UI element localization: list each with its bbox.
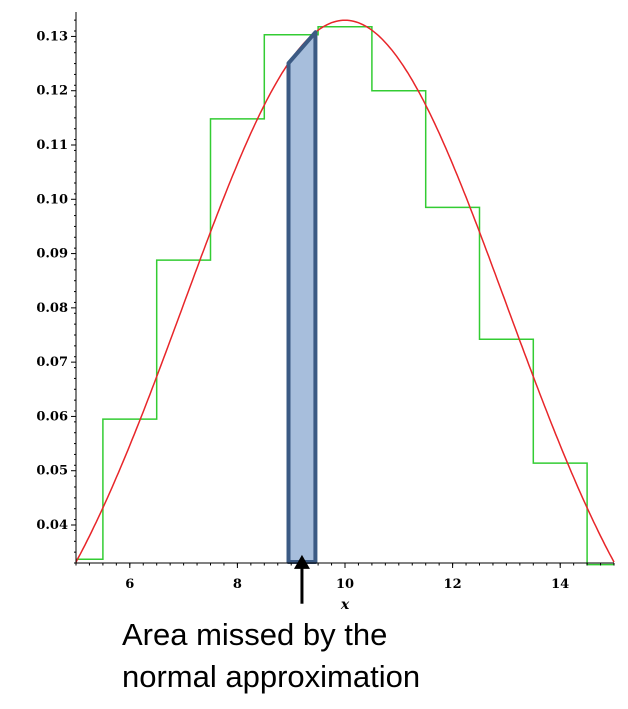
axes: 0.04 0.05 0.06 0.07 0.08 0.09 0.10 0.11 0.12 0.13… xyxy=(36,12,615,604)
y-tick-label: 0.04 xyxy=(36,518,68,533)
y-tick-label: 0.08 xyxy=(36,301,68,316)
x-tick-label: 10 xyxy=(336,577,354,592)
annotation-arrow-head xyxy=(293,554,310,569)
y-tick-label: 0.13 xyxy=(36,29,68,44)
x-axis-label: x xyxy=(340,597,350,613)
x-tick-label: 6 xyxy=(125,577,134,592)
x-tick-label: 12 xyxy=(444,577,462,592)
normal-curve-line xyxy=(75,19,615,563)
plot-area xyxy=(75,19,615,566)
annotation-text: Area missed by the normal approximation xyxy=(122,614,622,698)
annotation-line-2: normal approximation xyxy=(122,659,421,694)
annotation-line-1: Area missed by the xyxy=(122,617,388,652)
y-tick-label: 0.12 xyxy=(36,84,68,99)
y-tick-label: 0.05 xyxy=(36,464,68,479)
y-tick-label: 0.10 xyxy=(36,192,68,207)
y-tick-label: 0.06 xyxy=(36,409,68,424)
y-tick-label: 0.09 xyxy=(36,247,68,262)
y-tick-label: 0.11 xyxy=(36,138,68,153)
histogram-step-line xyxy=(76,25,614,566)
x-tick-label: 14 xyxy=(551,577,569,592)
y-tick-label: 0.07 xyxy=(36,355,68,370)
x-tick-label: 8 xyxy=(233,577,242,592)
shaded-area xyxy=(286,30,318,564)
